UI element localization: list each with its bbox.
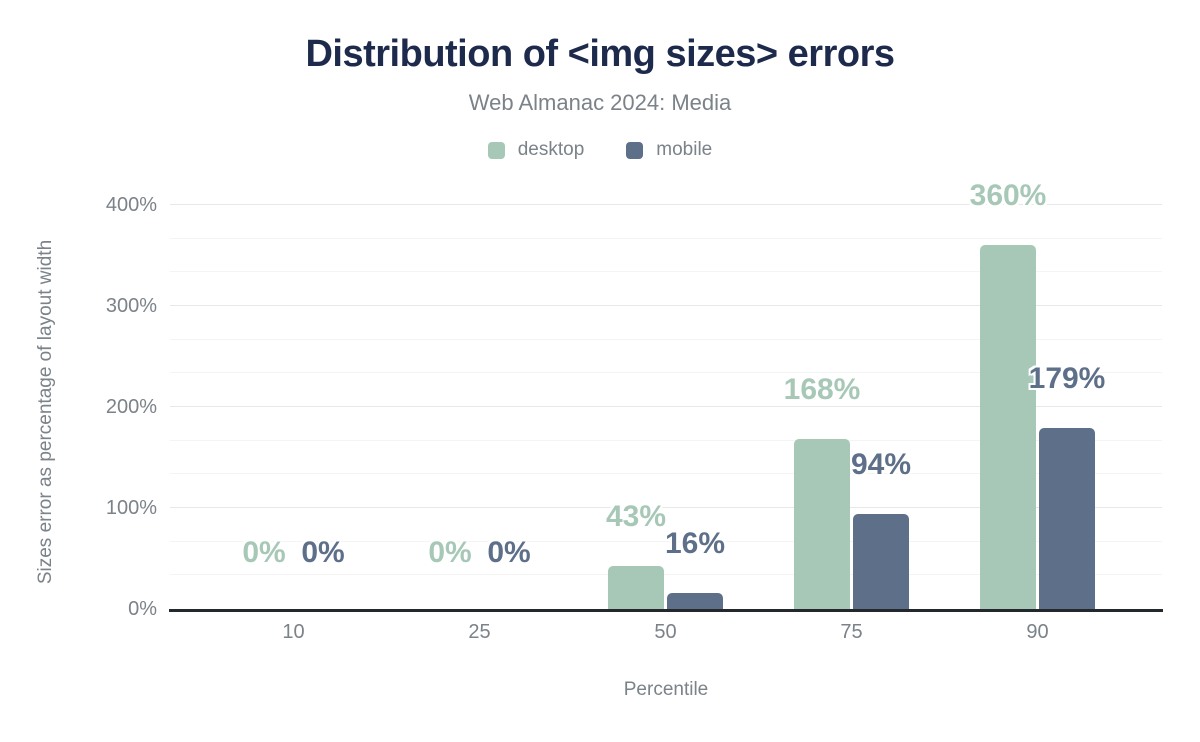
y-tick-label: 100% [105,497,157,519]
legend-item-desktop[interactable]: desktop [487,139,585,161]
gridline-major [170,406,1162,407]
gridline-minor [170,237,1162,239]
bar-mobile-p50[interactable] [667,592,723,609]
gridline-major [170,204,1162,205]
gridline-minor [170,338,1162,340]
legend-item-mobile[interactable]: mobile [626,139,712,161]
legend-swatch-desktop [487,141,505,159]
bar-label-mobile-p90: 179% [1028,362,1106,396]
bar-label-mobile-p25: 0% [487,536,531,569]
bar-label-desktop-p75: 168% [783,373,861,407]
gridline-minor [170,540,1162,542]
x-tick-label-25: 25 [468,621,491,643]
x-tick-label-50: 50 [654,621,677,643]
bar-label-desktop-p25: 0% [428,536,472,569]
gridline-minor [170,473,1162,475]
gridline-minor [170,574,1162,576]
x-tick-label-10: 10 [282,621,305,643]
bar-desktop-p90[interactable] [980,245,1036,609]
bar-label-desktop-p50: 43% [605,499,667,533]
legend-label-mobile: mobile [656,139,713,160]
gridline-minor [170,372,1162,374]
bar-mobile-p90[interactable] [1039,428,1095,609]
y-tick-label: 300% [105,295,157,317]
bar-label-mobile-p10: 0% [301,536,345,569]
bar-label-mobile-p50: 16% [664,526,726,560]
gridline-minor [170,439,1162,441]
bar-mobile-p75[interactable] [853,514,909,609]
x-tick-label-75: 75 [840,621,863,643]
x-axis-line [169,609,1163,612]
legend-swatch-mobile [626,141,644,159]
y-tick-label: 0% [128,598,157,620]
bar-label-mobile-p75: 94% [850,448,912,482]
gridline-major [170,507,1162,508]
bar-label-desktop-p90: 360% [969,179,1047,213]
bar-desktop-p75[interactable] [794,439,850,609]
chart-subtitle: Web Almanac 2024: Media [468,90,732,115]
plot-area: 0% 0% 0% 0% 43% 16% 168% 94% 360% 179% [169,181,1163,612]
gridline-major [170,305,1162,306]
legend: desktop mobile [0,139,1200,161]
bar-label-desktop-p10: 0% [242,536,286,569]
y-tick-label: 200% [105,396,157,418]
x-axis-title: Percentile [623,679,709,700]
legend-label-desktop: desktop [517,139,585,160]
gridline-minor [170,271,1162,273]
x-tick-label-90: 90 [1026,621,1049,643]
y-tick-label: 400% [105,194,157,216]
chart-title: Distribution of <img sizes> errors [305,33,895,75]
bar-desktop-p50[interactable] [608,565,664,609]
